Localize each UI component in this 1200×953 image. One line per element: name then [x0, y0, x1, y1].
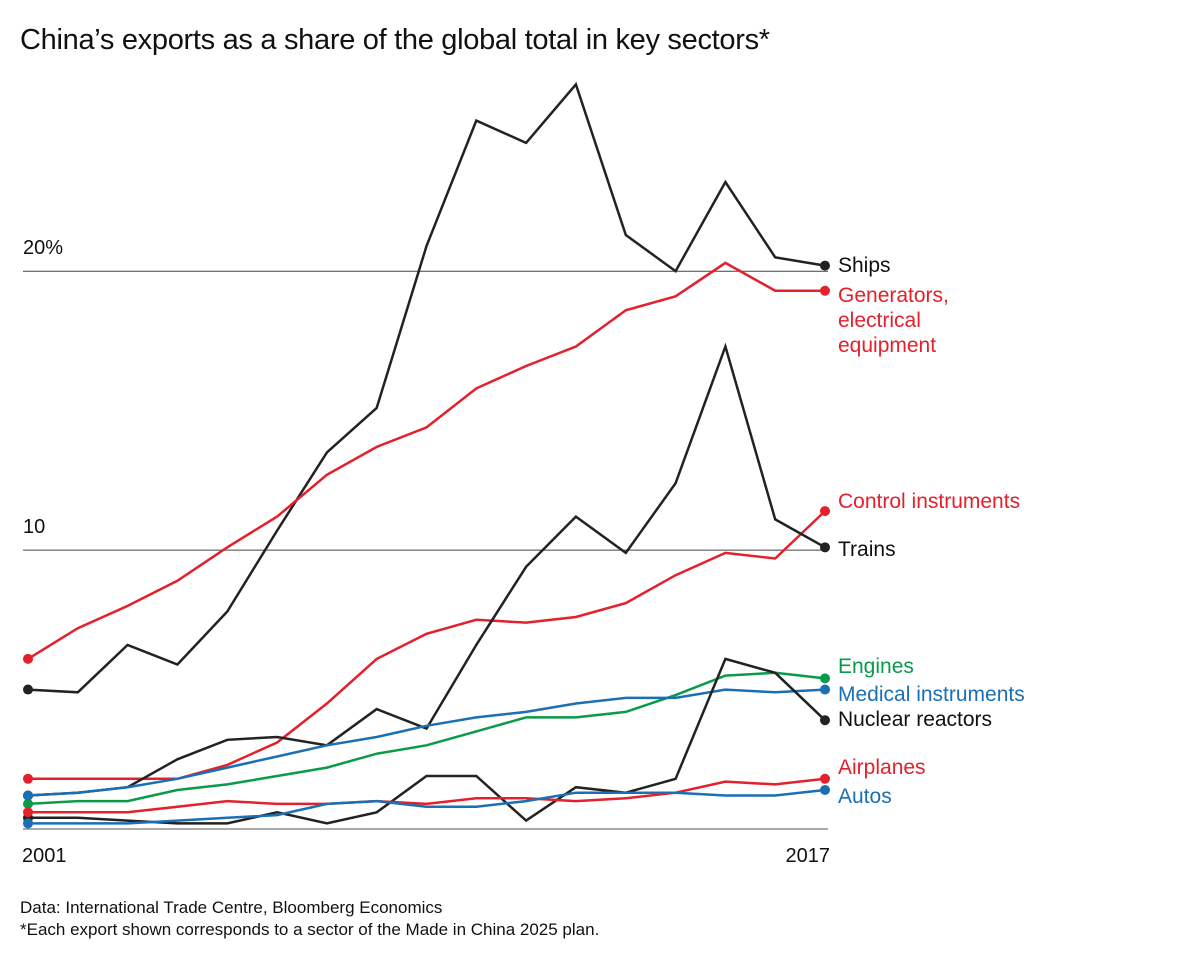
end-dot	[820, 784, 830, 795]
series-label: Nuclear reactors	[838, 708, 993, 732]
series-label: Trains	[838, 538, 896, 562]
series-label: Airplanes	[838, 755, 926, 779]
series-label: Control instruments	[838, 490, 1021, 514]
end-dot	[23, 684, 33, 695]
series-line	[27, 342, 826, 797]
y-tick-label: 10	[23, 516, 45, 538]
series-line	[28, 510, 826, 781]
x-tick-label: 2001	[22, 845, 67, 867]
end-dot	[23, 798, 33, 809]
series-label: Autos	[838, 784, 892, 808]
series-line	[28, 788, 826, 825]
end-dot	[820, 542, 830, 553]
chart-title: China’s exports as a share of the global…	[20, 24, 770, 56]
end-dot	[820, 715, 830, 726]
series-label: Engines	[838, 655, 914, 679]
series-label: Ships	[838, 253, 891, 277]
series-line	[28, 777, 826, 814]
source-note: Data: International Trade Centre, Bloomb…	[20, 898, 443, 917]
end-dot	[820, 506, 830, 517]
footnote: *Each export shown corresponds to a sect…	[20, 920, 600, 939]
series-label: Generators, electrical equipment	[838, 283, 949, 357]
end-dot	[820, 773, 830, 784]
end-dot	[820, 285, 830, 296]
series-line	[27, 688, 826, 797]
end-dot	[23, 790, 33, 801]
end-dot	[23, 773, 33, 784]
series-label: Medical instruments	[838, 682, 1025, 706]
end-dot	[23, 653, 33, 664]
end-dot	[23, 818, 33, 829]
end-dot	[820, 673, 830, 684]
series-line	[27, 671, 826, 806]
end-dot	[820, 684, 830, 695]
series-line	[27, 81, 826, 694]
series-line	[27, 261, 825, 660]
x-tick-label: 2017	[786, 845, 831, 867]
y-tick-label: 20%	[23, 237, 63, 259]
end-dot	[820, 260, 830, 271]
end-dot	[23, 807, 33, 818]
